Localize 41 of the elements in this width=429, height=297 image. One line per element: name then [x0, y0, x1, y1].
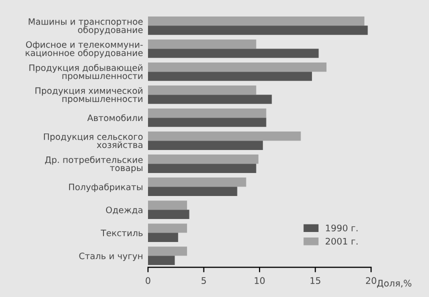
- y-tick-label: Продукция химической промышленности: [35, 87, 142, 104]
- bar: [148, 232, 178, 242]
- x-tick-label: 10: [254, 277, 265, 284]
- y-tick-label: Др. потребительские товары: [45, 156, 143, 173]
- bar: [148, 186, 238, 196]
- bar: [148, 178, 246, 187]
- x-axis-title: Доля,%: [377, 280, 412, 288]
- bar: [148, 256, 175, 265]
- bar: [148, 86, 256, 95]
- bar: [148, 48, 319, 58]
- y-tick-label: Продукция добывающей промышленности: [29, 64, 142, 81]
- y-tick-label: Продукция сельского хозяйства: [44, 133, 143, 148]
- bar: [148, 118, 266, 127]
- x-tick-label: 5: [202, 277, 206, 284]
- bar: [148, 164, 256, 173]
- bar: [148, 72, 312, 81]
- y-tick-label: Текстиль: [100, 230, 143, 236]
- bar: [148, 39, 256, 49]
- bar: [148, 224, 188, 233]
- y-tick-label: Машины и транспортное оборудование: [28, 18, 143, 35]
- legend-label: 2001 г.: [326, 238, 358, 245]
- bar: [148, 26, 368, 35]
- y-tick-label: Офисное и телекоммуни- кационное оборудование: [26, 41, 143, 58]
- bar: [148, 62, 326, 72]
- bar: [148, 94, 272, 104]
- bar: [148, 154, 258, 164]
- y-tick-label: Автомобили: [87, 114, 142, 122]
- x-tick-label: 0: [146, 277, 150, 284]
- bar: [148, 108, 266, 118]
- bar: [148, 140, 263, 150]
- x-tick-label: 15: [310, 277, 320, 284]
- bar: [148, 132, 301, 141]
- y-tick-label: Полуфабрикаты: [69, 183, 142, 192]
- y-tick-label: Одежда: [106, 206, 142, 214]
- bar: [148, 16, 364, 26]
- y-tick-label: Сталь и чугун: [79, 252, 142, 261]
- bar: [148, 246, 188, 256]
- bar: [148, 200, 188, 210]
- legend-label: 1990 г.: [326, 224, 358, 232]
- x-tick-label: 20: [366, 277, 376, 284]
- bar: [148, 210, 190, 219]
